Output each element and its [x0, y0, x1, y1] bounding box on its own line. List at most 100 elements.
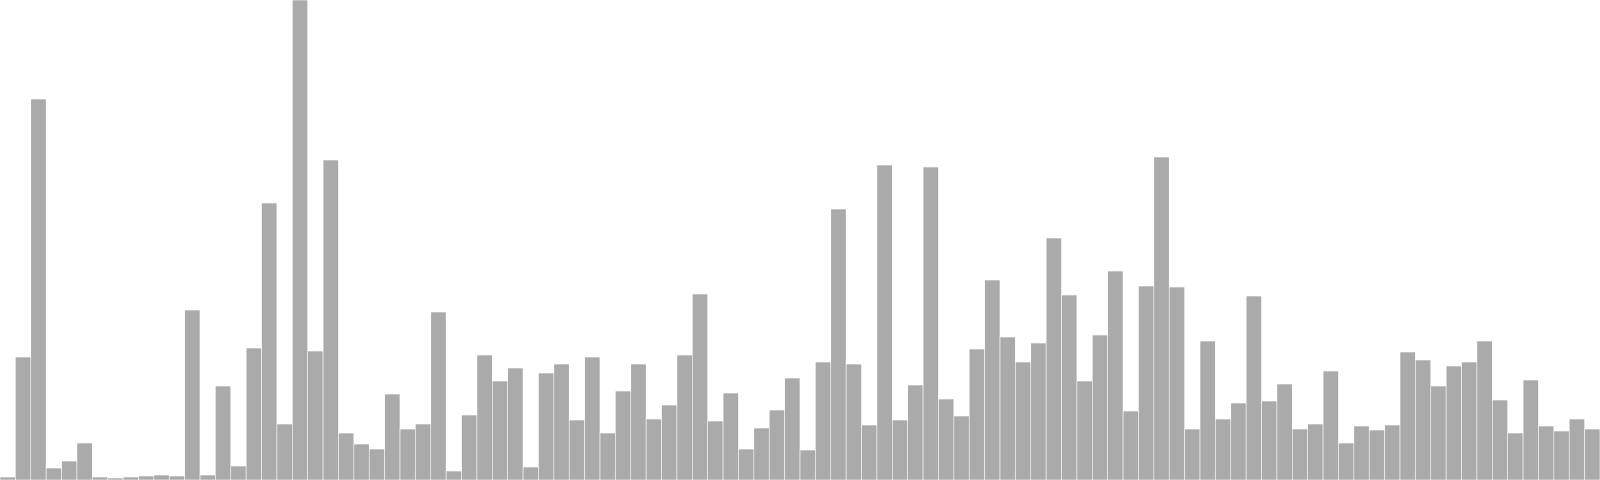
bar-51 [784, 377, 801, 480]
bar-64 [984, 279, 1001, 480]
bar-86 [1322, 370, 1339, 480]
bar-47 [722, 392, 739, 480]
bar-85 [1307, 423, 1324, 480]
bar-73 [1122, 410, 1139, 480]
bar-56 [861, 424, 878, 480]
bar-70 [1076, 380, 1093, 480]
bar-77 [1184, 428, 1201, 480]
bar-27 [415, 423, 432, 480]
bar-23 [353, 443, 370, 480]
bar-25 [384, 393, 401, 480]
bar-63 [968, 348, 985, 480]
bar-29 [445, 470, 462, 480]
bar-68 [1045, 237, 1062, 480]
bar-33 [507, 367, 524, 480]
bar-52 [799, 449, 816, 480]
bar-65 [999, 336, 1016, 480]
bar-91 [1399, 351, 1416, 480]
bar-50 [768, 409, 785, 480]
bar-82 [1261, 400, 1278, 480]
bar-69 [1061, 294, 1078, 480]
bar-36 [553, 363, 570, 480]
bar-14 [215, 385, 232, 480]
bar-78 [1199, 340, 1216, 480]
bar-74 [1138, 285, 1155, 480]
bar-43 [661, 404, 678, 480]
bar-17 [261, 202, 278, 480]
bar-57 [876, 164, 893, 480]
bar-84 [1292, 428, 1308, 480]
bar-26 [399, 428, 416, 480]
bar-32 [492, 380, 508, 480]
bar-103 [1584, 428, 1600, 480]
bar-61 [938, 398, 955, 480]
bar-41 [630, 363, 647, 480]
bar-45 [692, 293, 708, 480]
bar-92 [1415, 359, 1432, 480]
bar-75 [1153, 156, 1170, 480]
bar-18 [276, 423, 293, 480]
bar-31 [476, 354, 493, 480]
bar-90 [1384, 424, 1401, 480]
bar-95 [1461, 361, 1478, 480]
bar-48 [738, 448, 755, 480]
bar-2 [30, 98, 47, 480]
bar-59 [907, 384, 924, 480]
bar-81 [1245, 295, 1262, 480]
bar-83 [1276, 383, 1293, 480]
bar-12 [184, 309, 201, 480]
bar-99 [1522, 379, 1539, 480]
bar-72 [1107, 270, 1124, 480]
bar-38 [584, 356, 601, 480]
bar-67 [1030, 342, 1047, 480]
bar-54 [830, 208, 847, 480]
bar-62 [953, 415, 970, 480]
bar-53 [815, 361, 832, 480]
bar-88 [1353, 425, 1370, 480]
bar-97 [1492, 399, 1508, 480]
bar-15 [230, 465, 247, 480]
bar-28 [430, 311, 447, 480]
bar-55 [845, 363, 862, 480]
bar-40 [615, 390, 632, 480]
bar-58 [892, 419, 908, 480]
bar-94 [1445, 365, 1462, 480]
bar-71 [1092, 334, 1108, 480]
bar-100 [1538, 425, 1555, 480]
bar-80 [1230, 402, 1247, 480]
bar-34 [522, 466, 539, 480]
bar-96 [1476, 340, 1493, 480]
bar-76 [1168, 286, 1185, 480]
bar-4 [61, 460, 78, 480]
bar-102 [1568, 418, 1585, 480]
bar-20 [307, 350, 324, 480]
bar-24 [368, 448, 385, 480]
bar-49 [753, 427, 770, 480]
bar-21 [322, 159, 339, 480]
bar-16 [245, 347, 262, 480]
bar-22 [338, 432, 355, 480]
bar-46 [707, 420, 724, 480]
bar-93 [1430, 385, 1447, 480]
bar-10 [153, 474, 170, 480]
bar-9 [138, 475, 155, 480]
bar-1 [15, 356, 32, 480]
bar-66 [1015, 361, 1032, 480]
bar-98 [1507, 432, 1524, 480]
bar-60 [922, 166, 939, 480]
bar-11 [168, 475, 185, 480]
bar-101 [1553, 430, 1570, 480]
bar-3 [45, 467, 62, 480]
bar-35 [538, 372, 555, 480]
bar-13 [199, 474, 216, 480]
bar-79 [1215, 418, 1232, 480]
bar-87 [1338, 442, 1355, 480]
bar-5 [76, 442, 93, 480]
bar-89 [1368, 429, 1385, 480]
bar-42 [645, 418, 662, 480]
bar-39 [599, 432, 616, 480]
bar-19 [292, 0, 308, 480]
bar-44 [676, 354, 693, 480]
